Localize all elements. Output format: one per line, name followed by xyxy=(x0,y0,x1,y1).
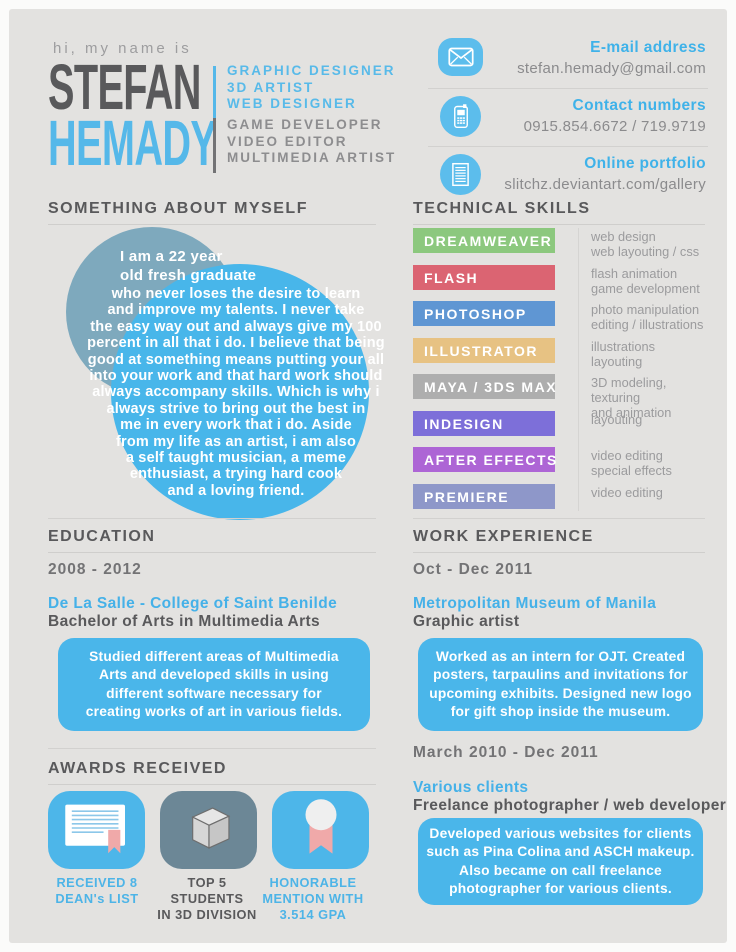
contact-divider xyxy=(428,146,708,147)
contact-row-email: E-mail address stefan.hemady@gmail.com xyxy=(428,38,708,80)
skill-desc: video editing special effects xyxy=(591,448,672,478)
skill-bar-maya-3dsmax: MAYA / 3DS MAX xyxy=(413,374,556,399)
skill-bar-aftereffects: AFTER EFFECTS xyxy=(413,447,556,472)
job1-note-bubble: Worked as an intern for OJT. Created pos… xyxy=(418,638,703,731)
contact-divider xyxy=(428,88,708,89)
about-bubble-blue xyxy=(111,264,369,520)
about-body-text: who never loses the desire to learn and … xyxy=(87,286,385,499)
skills-list: DREAMWEAVER web design web layouting / c… xyxy=(413,228,705,520)
divider-gray-segment xyxy=(213,118,216,173)
name-title-divider xyxy=(213,66,216,173)
skill-desc: web design web layouting / css xyxy=(591,229,700,259)
section-divider xyxy=(48,748,376,749)
education-underline xyxy=(48,552,376,553)
skill-bar-indesign: INDESIGN xyxy=(413,410,555,436)
award-tile-3d-division xyxy=(160,791,257,869)
job2-period: March 2010 - Dec 2011 xyxy=(413,744,599,761)
divider-blue-segment xyxy=(213,66,216,118)
skill-desc: illustrations layouting xyxy=(591,338,656,369)
cube-icon xyxy=(180,799,238,862)
phone-label: Contact numbers xyxy=(572,97,706,114)
award-label-3d-division: TOP 5 STUDENTS IN 3D DIVISION xyxy=(157,875,257,922)
greeting-text: hi, my name is xyxy=(53,40,192,57)
job1-employer: Metropolitan Museum of Manila xyxy=(413,595,657,612)
skill-row: PREMIERE video editing xyxy=(413,483,705,509)
email-label: E-mail address xyxy=(590,39,706,56)
skill-bar-premiere: PREMIERE xyxy=(413,483,555,509)
skill-row: AFTER EFFECTS video editing special effe… xyxy=(413,447,705,478)
education-school: De La Salle - College of Saint Benilde xyxy=(48,595,338,612)
education-heading: EDUCATION xyxy=(48,528,156,545)
email-value[interactable]: stefan.hemady@gmail.com xyxy=(517,60,706,77)
envelope-icon xyxy=(438,38,483,76)
skill-bar-photoshop: PHOTOSHOP xyxy=(413,301,555,326)
skill-desc: flash animation game development xyxy=(591,265,700,296)
skill-row: INDESIGN layouting xyxy=(413,410,705,436)
job1-role: Graphic artist xyxy=(413,613,520,630)
skills-heading: TECHNICAL SKILLS xyxy=(413,200,591,217)
contact-row-portfolio: Online portfolio slitchz.deviantart.com/… xyxy=(428,154,708,196)
work-heading: WORK EXPERIENCE xyxy=(413,528,594,545)
skill-desc: layouting xyxy=(591,411,643,427)
about-underline xyxy=(48,224,376,225)
skill-row: PHOTOSHOP photo manipulation editing / i… xyxy=(413,301,705,332)
portfolio-label: Online portfolio xyxy=(584,155,706,172)
portfolio-icon xyxy=(440,154,481,195)
skills-underline xyxy=(413,224,705,225)
awards-heading: AWARDS RECEIVED xyxy=(48,760,227,777)
award-tile-deans-list xyxy=(48,791,145,869)
skill-row: ILLUSTRATOR illustrations layouting xyxy=(413,337,705,369)
skill-row: DREAMWEAVER web design web layouting / c… xyxy=(413,228,705,259)
skills-divider xyxy=(578,228,579,511)
award-tile-honorable-mention xyxy=(272,791,369,869)
phone-icon xyxy=(440,96,481,137)
about-intro-text: I am a 22 year old fresh graduate xyxy=(120,248,257,284)
job2-role: Freelance photographer / web developer xyxy=(413,797,727,814)
certificate-icon xyxy=(61,800,133,861)
job2-employer: Various clients xyxy=(413,779,529,796)
job2-note-bubble: Developed various websites for clients s… xyxy=(418,818,703,905)
last-name: HEMADY xyxy=(48,107,217,179)
contact-row-phone: Contact numbers 0915.854.6672 / 719.9719 xyxy=(428,96,708,138)
education-note-bubble: Studied different areas of Multimedia Ar… xyxy=(58,638,370,731)
award-label-honorable-mention: HONORABLE MENTION WITH 3.514 GPA xyxy=(262,875,364,922)
skill-bar-dreamweaver: DREAMWEAVER xyxy=(413,228,555,253)
skill-row: MAYA / 3DS MAX 3D modeling, texturing an… xyxy=(413,374,705,420)
phone-value: 0915.854.6672 / 719.9719 xyxy=(523,118,706,135)
skill-bar-flash: FLASH xyxy=(413,264,555,290)
job1-period: Oct - Dec 2011 xyxy=(413,561,533,578)
section-divider xyxy=(413,518,705,519)
page-background xyxy=(9,9,727,943)
award-label-deans-list: RECEIVED 8 DEAN's LIST xyxy=(55,875,139,906)
portfolio-value[interactable]: slitchz.deviantart.com/gallery xyxy=(504,176,706,193)
skill-desc: photo manipulation editing / illustratio… xyxy=(591,302,704,332)
first-name: STEFAN xyxy=(48,51,201,123)
skill-desc: video editing xyxy=(591,484,663,500)
awards-underline xyxy=(48,784,376,785)
work-underline xyxy=(413,552,705,553)
about-heading: SOMETHING ABOUT MYSELF xyxy=(48,200,308,217)
section-divider xyxy=(48,518,376,519)
education-degree: Bachelor of Arts in Multimedia Arts xyxy=(48,613,321,630)
job-titles-primary: GRAPHIC DESIGNER 3D ARTIST WEB DESIGNER xyxy=(227,63,396,111)
job-titles-secondary: GAME DEVELOPER VIDEO EDITOR MULTIMEDIA A… xyxy=(227,117,397,165)
skill-desc: 3D modeling, texturing and animation xyxy=(591,375,672,420)
skill-row: FLASH flash animation game development xyxy=(413,264,705,296)
medal-icon xyxy=(296,797,346,864)
education-period: 2008 - 2012 xyxy=(48,561,142,578)
skill-bar-illustrator: ILLUSTRATOR xyxy=(413,337,555,363)
